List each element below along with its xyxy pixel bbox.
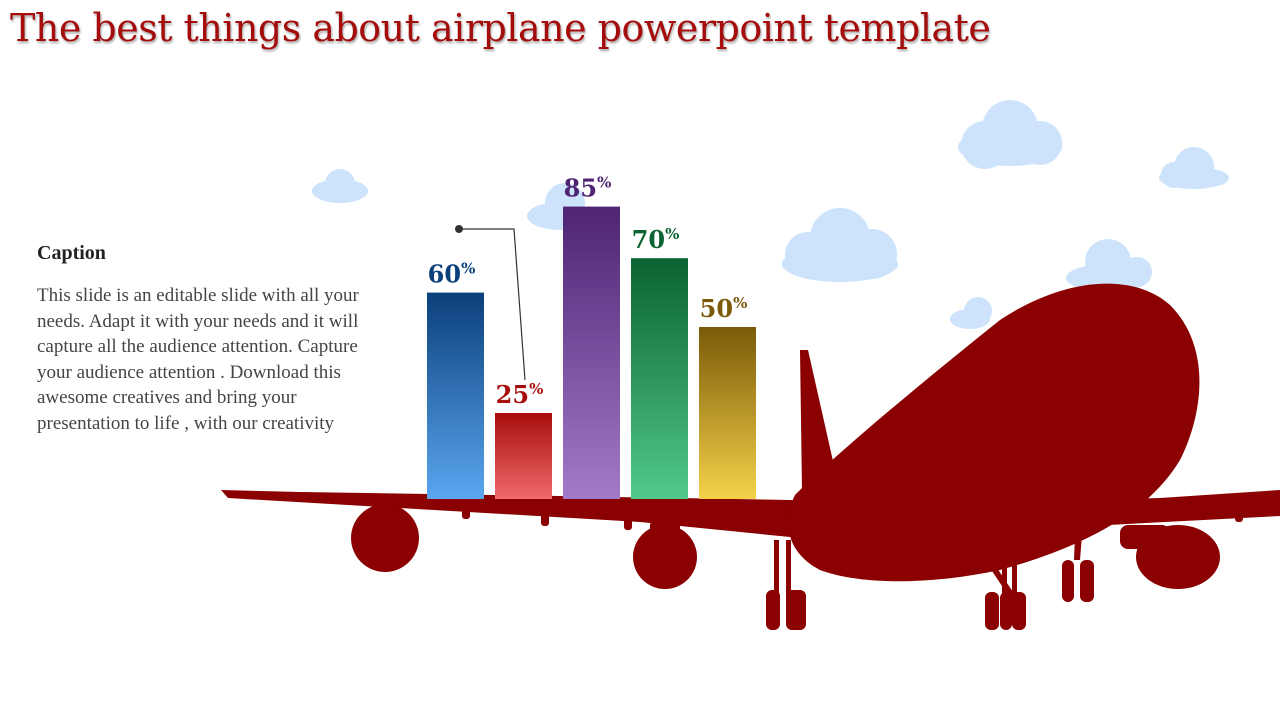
bar-data-label: 60% — [428, 260, 476, 289]
airplane-icon — [221, 283, 1280, 630]
bar — [631, 258, 688, 499]
bar — [699, 327, 756, 499]
caption-body: This slide is an editable slide with all… — [37, 285, 359, 434]
bar — [563, 206, 620, 499]
bar — [495, 413, 552, 499]
slide-title: The best things about airplane powerpoin… — [10, 6, 991, 50]
caption-heading: Caption — [37, 242, 106, 264]
cloud-icon — [1066, 239, 1152, 292]
cloud-icon — [1159, 147, 1229, 189]
callout-pointer — [455, 225, 526, 381]
cloud-icon — [958, 100, 1062, 169]
cloud-icon — [782, 208, 898, 282]
cloud-icon — [950, 297, 992, 329]
bar — [427, 292, 484, 499]
bar-data-label: 50% — [700, 294, 748, 323]
bar-data-label: 70% — [632, 225, 680, 254]
clouds — [312, 100, 1229, 329]
bar-data-label: 25% — [496, 380, 544, 409]
bar-data-label: 85% — [564, 174, 612, 203]
bar-series: 60% 25% 85% 70% 50% — [427, 174, 756, 499]
cloud-icon — [312, 169, 368, 203]
